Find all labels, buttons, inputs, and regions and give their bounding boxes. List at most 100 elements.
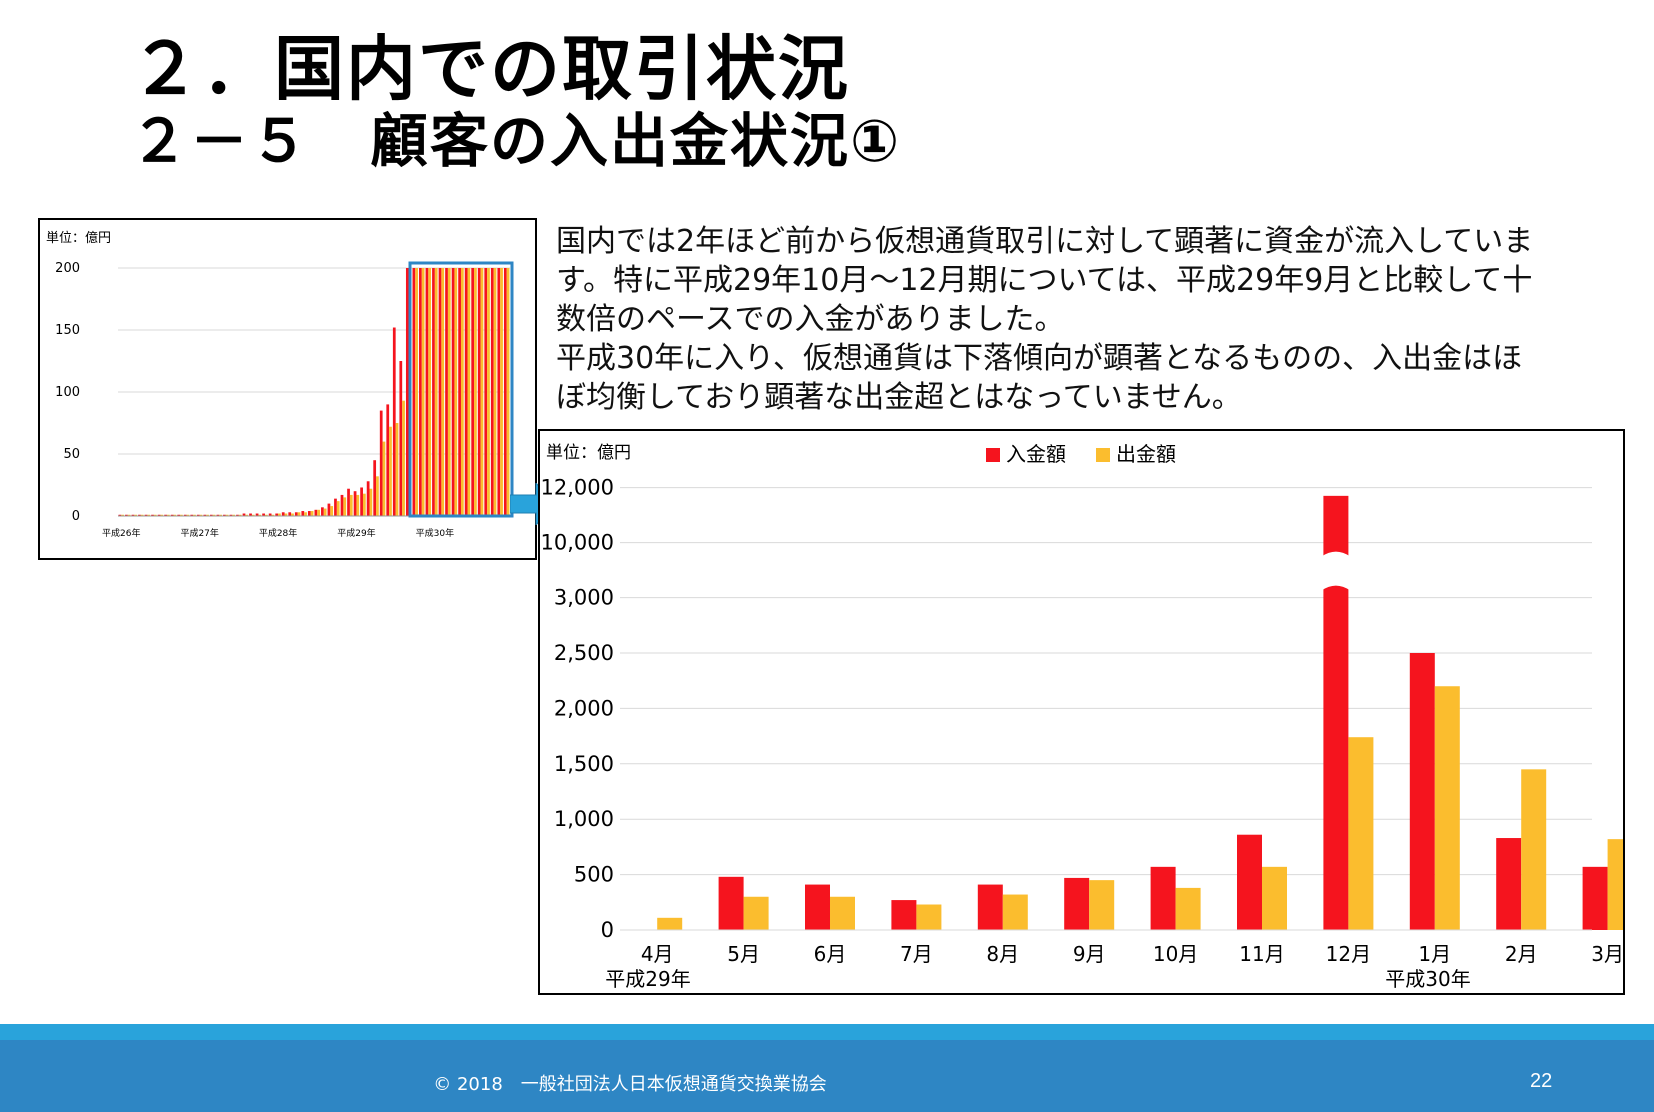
bar-deposit: [718, 876, 744, 930]
bar-deposit: [1582, 866, 1608, 930]
bar-deposit: [1150, 866, 1176, 930]
bar-withdrawal: [460, 268, 464, 516]
bar-deposit: [1409, 653, 1435, 930]
bar-deposit: [392, 327, 396, 516]
bar-deposit: [301, 511, 305, 516]
bar-withdrawal: [362, 493, 366, 516]
y-tick-label: 500: [574, 863, 614, 887]
bar-deposit: [281, 512, 285, 516]
bar-withdrawal: [474, 268, 477, 516]
bar-deposit: [425, 268, 429, 516]
title-main: ２．国内での取引状況: [130, 28, 850, 110]
bar-withdrawal: [219, 514, 222, 516]
bar-deposit: [294, 512, 298, 516]
bar-deposit: [321, 507, 324, 516]
bar-withdrawal: [493, 268, 497, 516]
bar-deposit: [805, 884, 830, 930]
bar-withdrawal: [349, 494, 353, 516]
y-tick-label: 50: [63, 447, 80, 462]
x-period-label: 平成29年: [337, 527, 375, 539]
bar-withdrawal: [402, 400, 405, 516]
bar-deposit: [458, 268, 461, 516]
legend-swatch: [1096, 448, 1110, 462]
axis-break-mark: [1321, 551, 1351, 591]
bar-withdrawal: [310, 511, 314, 516]
x-tick-label: 11月: [1239, 942, 1284, 966]
bar-withdrawal: [291, 513, 294, 516]
bar-withdrawal: [147, 514, 151, 516]
bar-deposit: [432, 268, 435, 516]
overview-chart-svg: 単位：億円 0 50 100 150 200 平成26年 平成27年 平成28年 平成29年 平成3…: [46, 230, 514, 539]
legend-label: 入金額: [1006, 442, 1066, 466]
bar-deposit: [977, 884, 1003, 930]
description-line: 平成30年に入り、仮想通貨は下落傾向が顕著となるものの、入出金はほ: [556, 341, 1523, 376]
footer: © 2018 一般社団法人日本仮想通貨交換業協会 22: [0, 1040, 1654, 1112]
bar-withdrawal: [480, 268, 484, 516]
bar-deposit: [216, 514, 220, 516]
bar-deposit: [209, 514, 213, 516]
bar-withdrawal: [500, 268, 503, 516]
bar-withdrawal: [743, 896, 769, 930]
bar-deposit: [314, 509, 318, 516]
bar-withdrawal: [271, 514, 275, 516]
legend-label: 出金額: [1116, 442, 1176, 466]
bar-deposit: [125, 514, 128, 516]
bar-withdrawal: [467, 268, 471, 516]
bar-withdrawal: [1348, 737, 1374, 930]
bar-withdrawal: [186, 514, 190, 516]
bar-deposit: [399, 361, 403, 516]
y-tick-label: 3,000: [554, 586, 614, 610]
bar-deposit: [419, 268, 422, 516]
bar-withdrawal: [421, 268, 425, 516]
bar-deposit: [183, 514, 187, 516]
bar-withdrawal: [382, 441, 386, 516]
bar-deposit: [484, 268, 488, 516]
bar-withdrawal: [1262, 866, 1287, 930]
footer-copyright: © 2018 一般社団法人日本仮想通貨交換業協会: [433, 1074, 827, 1095]
bar-withdrawal: [434, 268, 438, 516]
description-line: ぼ均衡しており顕著な出金超とはなっていません。: [556, 380, 1242, 415]
bar-deposit: [503, 268, 507, 516]
bar-deposit: [151, 514, 154, 516]
bar-withdrawal: [225, 514, 229, 516]
bar-deposit: [157, 514, 161, 516]
bar-withdrawal: [121, 514, 124, 516]
bar-deposit: [229, 514, 233, 516]
bar-withdrawal: [395, 423, 399, 516]
bar-withdrawal: [487, 268, 490, 516]
bar-withdrawal: [140, 514, 144, 516]
description-line: 国内では2年ほど前から仮想通貨取引に対して顕著に資金が流入していま: [556, 224, 1534, 259]
bar-deposit: [438, 268, 442, 516]
bar-deposit: [405, 268, 409, 516]
bar-withdrawal: [441, 268, 445, 516]
y-tick-label: 1,000: [554, 807, 614, 831]
y-tick-label: 200: [55, 261, 80, 276]
bar-withdrawal: [278, 513, 281, 516]
bar-deposit: [223, 514, 226, 516]
bar-withdrawal: [376, 476, 379, 516]
x-tick-label: 12月: [1326, 942, 1371, 966]
bar-withdrawal: [447, 268, 451, 516]
bar-deposit: [379, 410, 383, 516]
bar-deposit: [196, 514, 200, 516]
x-tick-label: 2月: [1505, 942, 1538, 966]
x-tick-label: 7月: [900, 942, 933, 966]
bar-withdrawal: [506, 268, 510, 516]
x-period-label: 平成27年: [180, 527, 218, 539]
y-tick-label: 10,000: [541, 531, 614, 555]
x-tick-label: 6月: [814, 942, 847, 966]
bar-withdrawal: [180, 514, 183, 516]
bar-withdrawal: [356, 494, 360, 516]
x-tick-label: 4月: [641, 942, 674, 966]
bar-withdrawal: [212, 514, 216, 516]
x-period-label: 平成26年: [102, 527, 140, 539]
bar-deposit: [464, 268, 468, 516]
bar-withdrawal: [1002, 894, 1028, 930]
x-period-label: 平成30年: [416, 527, 454, 539]
bar-withdrawal: [199, 514, 203, 516]
description-line: 数倍のペースでの入金がありました。: [556, 302, 1065, 337]
y-tick-label: 1,500: [554, 752, 614, 776]
x-tick-label: 5月: [727, 942, 760, 966]
bar-withdrawal: [428, 268, 432, 516]
overview-chart: 単位：億円 0 50 100 150 200 平成26年 平成27年 平成28年 平成29年 平成3…: [38, 218, 537, 560]
